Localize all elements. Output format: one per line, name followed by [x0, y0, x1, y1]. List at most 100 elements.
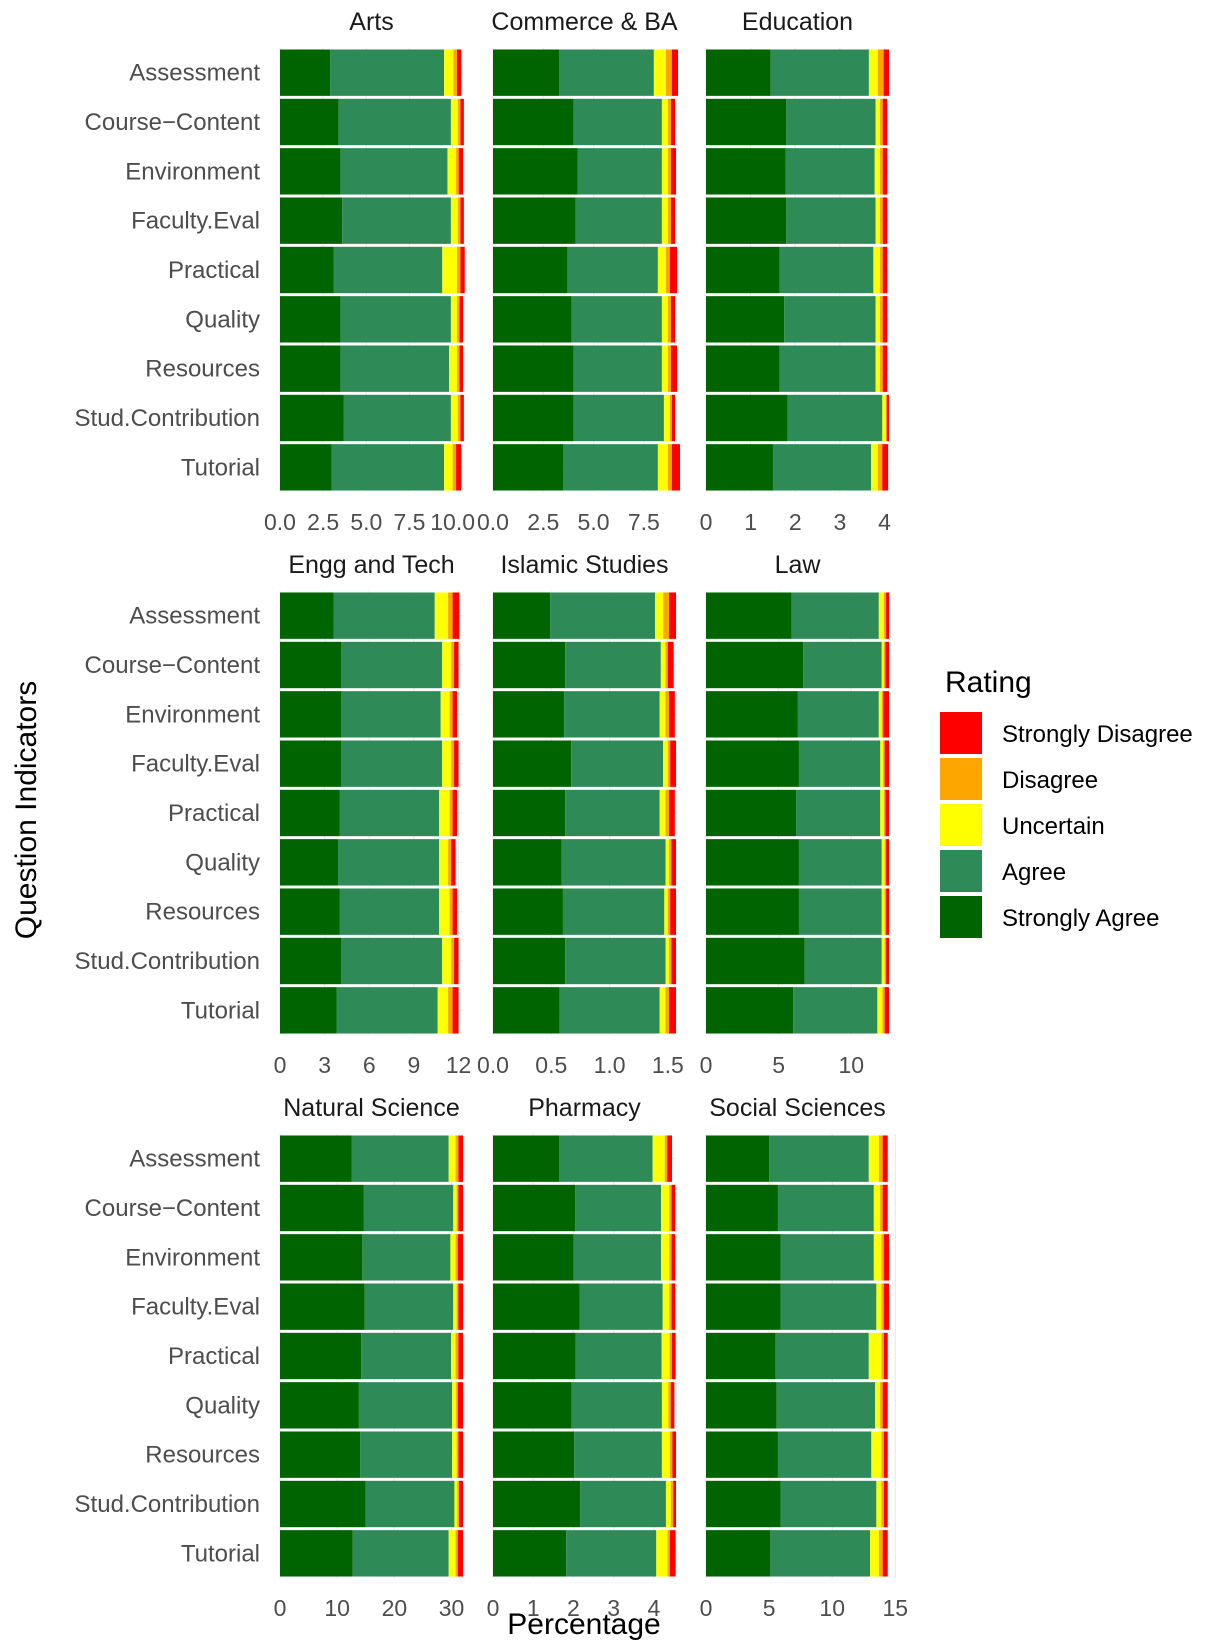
- bar-commerce-ba-faculty-eval-strongly-disagree: [670, 197, 675, 244]
- bar-islamic-studies-assessment-strongly-disagree: [669, 592, 676, 639]
- bar-law-quality-strongly-agree: [706, 839, 799, 886]
- bar-engg-and-tech-quality-strongly-agree: [280, 839, 339, 886]
- bar-commerce-ba-faculty-eval-disagree: [667, 197, 671, 244]
- x-tick-label-education: 2: [789, 509, 802, 535]
- legend-swatch-strongly-disagree: [940, 712, 982, 754]
- bar-commerce-ba-tutorial-strongly-disagree: [671, 444, 681, 491]
- bar-law-assessment-strongly-agree: [706, 592, 792, 639]
- bar-social-sciences-quality-strongly-disagree: [882, 1382, 888, 1429]
- category-label-practical: Practical: [168, 1343, 260, 1370]
- bar-natural-science-environment-strongly-agree: [280, 1234, 363, 1281]
- bar-commerce-ba-course-content-disagree: [667, 98, 671, 146]
- bar-education-practical-agree: [779, 246, 874, 294]
- bar-social-sciences-faculty-eval-uncertain: [876, 1283, 882, 1330]
- bar-islamic-studies-tutorial-agree: [559, 987, 660, 1034]
- bar-arts-faculty-eval-uncertain: [450, 197, 458, 244]
- bar-arts-faculty-eval-strongly-agree: [280, 197, 343, 244]
- bar-engg-and-tech-stud-contribution-uncertain: [442, 937, 452, 985]
- x-tick-label-pharmacy: 3: [607, 1595, 620, 1621]
- x-tick-label-law: 0: [700, 1052, 713, 1078]
- x-tick-label-engg-and-tech: 3: [318, 1052, 331, 1078]
- bar-law-resources-agree: [798, 888, 882, 935]
- panel-title-islamic-studies: Islamic Studies: [500, 551, 668, 579]
- bar-law-environment-uncertain: [878, 691, 882, 738]
- bar-arts-practical-uncertain: [442, 246, 457, 294]
- bar-natural-science-faculty-eval-disagree: [456, 1283, 459, 1330]
- bar-islamic-studies-stud-contribution-strongly-disagree: [671, 937, 676, 985]
- bar-law-tutorial-uncertain: [877, 987, 883, 1034]
- bar-pharmacy-resources-strongly-disagree: [672, 1431, 676, 1478]
- bar-islamic-studies-faculty-eval-strongly-disagree: [670, 740, 676, 787]
- bar-pharmacy-stud-contribution-strongly-agree: [493, 1480, 581, 1528]
- bar-natural-science-assessment-disagree: [455, 1135, 459, 1182]
- bar-islamic-studies-course-content-strongly-disagree: [667, 641, 674, 689]
- bar-law-assessment-agree: [791, 592, 879, 639]
- bar-law-faculty-eval-strongly-disagree: [884, 740, 889, 787]
- bar-pharmacy-assessment-uncertain: [652, 1135, 665, 1182]
- bar-law-course-content-strongly-agree: [706, 641, 804, 689]
- panel-title-education: Education: [742, 8, 853, 36]
- x-axis-title: Percentage: [507, 1608, 660, 1641]
- bar-natural-science-stud-contribution-strongly-agree: [280, 1480, 366, 1528]
- bar-social-sciences-faculty-eval-disagree: [881, 1283, 884, 1330]
- bar-commerce-ba-assessment-strongly-disagree: [671, 49, 679, 96]
- panel-title-law: Law: [775, 551, 822, 579]
- category-label-environment: Environment: [125, 158, 260, 185]
- x-tick-label-arts: 5.0: [350, 509, 382, 535]
- bar-education-quality-uncertain: [875, 296, 881, 343]
- bar-commerce-ba-quality-uncertain: [661, 296, 668, 343]
- bar-pharmacy-assessment-disagree: [664, 1135, 668, 1182]
- x-tick-label-natural-science: 10: [324, 1595, 350, 1621]
- bar-law-stud-contribution-agree: [804, 937, 882, 985]
- bar-engg-and-tech-practical-uncertain: [439, 789, 450, 837]
- bar-pharmacy-course-content-disagree: [669, 1184, 672, 1232]
- bar-engg-and-tech-environment-strongly-disagree: [452, 691, 458, 738]
- category-label-environment: Environment: [125, 701, 260, 728]
- bar-education-stud-contribution-disagree: [885, 394, 887, 442]
- bar-natural-science-resources-agree: [360, 1431, 453, 1478]
- bar-education-course-content-agree: [786, 98, 876, 146]
- bar-social-sciences-tutorial-strongly-disagree: [882, 1530, 888, 1577]
- bar-social-sciences-tutorial-disagree: [878, 1530, 883, 1577]
- bar-engg-and-tech-environment-disagree: [449, 691, 453, 738]
- bar-commerce-ba-stud-contribution-uncertain: [663, 394, 670, 442]
- bar-arts-faculty-eval-agree: [342, 197, 451, 244]
- bar-engg-and-tech-practical-strongly-agree: [280, 789, 340, 837]
- bar-natural-science-quality-disagree: [456, 1382, 458, 1429]
- bar-pharmacy-course-content-uncertain: [661, 1184, 670, 1232]
- bar-engg-and-tech-resources-uncertain: [439, 888, 450, 935]
- bar-arts-environment-uncertain: [447, 148, 457, 195]
- x-tick-label-social-sciences: 5: [763, 1595, 776, 1621]
- bar-natural-science-assessment-strongly-disagree: [458, 1135, 463, 1182]
- bar-pharmacy-faculty-eval-strongly-disagree: [671, 1283, 676, 1330]
- category-label-stud-contribution: Stud.Contribution: [75, 948, 260, 975]
- bar-pharmacy-stud-contribution-strongly-disagree: [673, 1480, 676, 1528]
- x-tick-label-commerce-ba: 2.5: [527, 509, 559, 535]
- category-label-tutorial: Tutorial: [181, 997, 260, 1024]
- bar-engg-and-tech-quality-uncertain: [439, 839, 449, 886]
- bar-engg-and-tech-assessment-disagree: [448, 592, 453, 639]
- bar-social-sciences-quality-agree: [776, 1382, 876, 1429]
- bar-engg-and-tech-quality-disagree: [448, 839, 452, 886]
- bar-education-environment-uncertain: [874, 148, 881, 195]
- bar-commerce-ba-tutorial-uncertain: [657, 444, 668, 491]
- x-tick-label-commerce-ba: 7.5: [628, 509, 660, 535]
- bar-law-faculty-eval-uncertain: [880, 740, 884, 787]
- bar-arts-assessment-disagree: [453, 49, 457, 96]
- bar-social-sciences-course-content-strongly-agree: [706, 1184, 778, 1232]
- bar-pharmacy-practical-strongly-disagree: [671, 1332, 676, 1380]
- bar-engg-and-tech-practical-disagree: [449, 789, 453, 837]
- bar-law-assessment-uncertain: [878, 592, 884, 639]
- bar-arts-course-content-disagree: [457, 98, 461, 146]
- bar-education-assessment-strongly-disagree: [883, 49, 889, 96]
- legend-label-uncertain: Uncertain: [1002, 813, 1105, 840]
- bar-pharmacy-environment-uncertain: [661, 1234, 670, 1281]
- bar-natural-science-environment-agree: [362, 1234, 451, 1281]
- bar-pharmacy-practical-agree: [575, 1332, 662, 1380]
- bar-arts-practical-strongly-disagree: [460, 246, 465, 294]
- bar-engg-and-tech-assessment-strongly-agree: [280, 592, 334, 639]
- x-tick-label-social-sciences: 0: [700, 1595, 713, 1621]
- x-tick-label-islamic-studies: 1.0: [594, 1052, 626, 1078]
- bar-islamic-studies-quality-uncertain: [665, 839, 670, 886]
- bar-social-sciences-assessment-uncertain: [868, 1135, 879, 1182]
